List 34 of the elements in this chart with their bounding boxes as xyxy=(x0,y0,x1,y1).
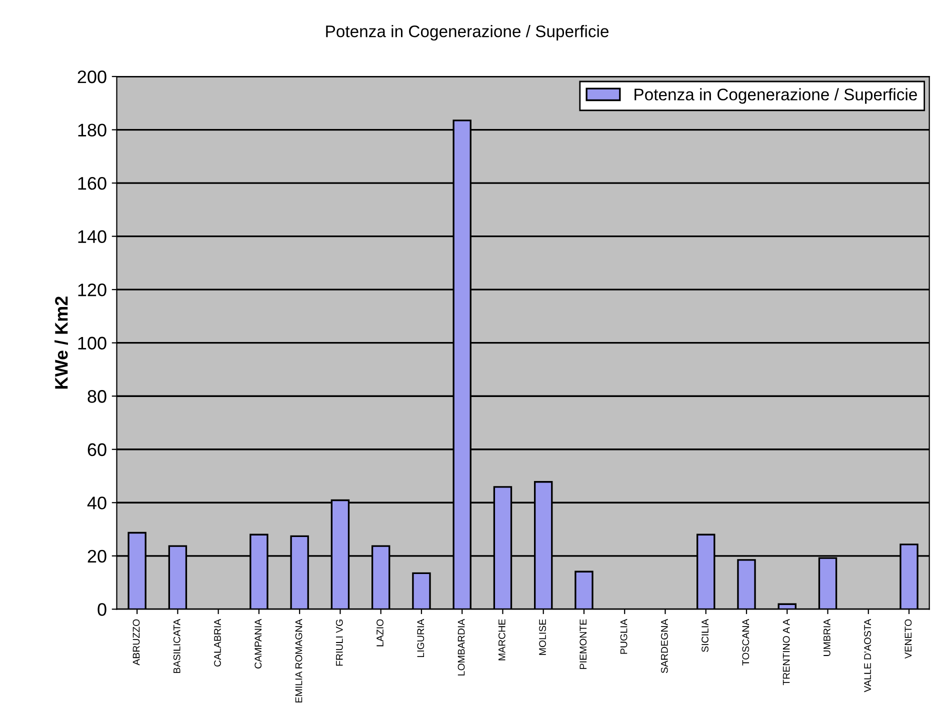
x-tick-label: PUGLIA xyxy=(620,618,628,654)
x-tick-label: CAMPANIA xyxy=(254,618,262,668)
x-tick-label: EMILIA ROMAGNA xyxy=(295,618,302,702)
x-tick-label: FRIULI VG xyxy=(336,620,343,666)
x-tick-label: SICILIA xyxy=(702,618,708,652)
x-tick-label: PIEMONTE xyxy=(580,619,587,669)
y-tick-label: 60 xyxy=(88,443,106,456)
x-tick-label: VENETO xyxy=(904,619,912,659)
x-tick-label: UMBRIA xyxy=(824,618,830,656)
x-tick-label: MOLISE xyxy=(539,619,546,655)
y-tick-label: 140 xyxy=(78,230,106,244)
x-tick-label: VALLE D'AOSTA xyxy=(864,618,871,692)
y-tick-label: 20 xyxy=(88,550,106,563)
y-tick-label: 40 xyxy=(87,496,106,510)
x-tick-label: TRENTINO A A xyxy=(782,618,790,686)
y-tick-label: 160 xyxy=(78,176,106,190)
x-tick-label: LAZIO xyxy=(376,619,384,646)
y-axis-title: KWe / Km2 xyxy=(54,296,68,389)
y-tick-label: 180 xyxy=(78,124,106,136)
x-tick-label: CALABRIA xyxy=(214,618,221,666)
x-tick-label: LOMBARDIA xyxy=(458,618,465,676)
chart-title: Potenza in Cogenerazione / Superficie xyxy=(326,25,608,41)
x-tick-label: TOSCANA xyxy=(742,618,750,666)
legend-label: Potenza in Cogenerazione / Superficie xyxy=(634,88,917,104)
x-tick-label: LIGURIA xyxy=(417,618,424,658)
y-tick-label: 100 xyxy=(78,336,106,350)
y-tick-label: 80 xyxy=(88,390,106,403)
x-tick-label: BASILICATA xyxy=(173,618,180,673)
x-tick-label: ABRUZZO xyxy=(132,619,140,666)
x-tick-label: MARCHE xyxy=(498,619,506,660)
y-tick-label: 200 xyxy=(78,70,106,84)
y-tick-label: 120 xyxy=(78,284,106,296)
y-tick-label: 0 xyxy=(98,603,106,616)
x-tick-label: SARDEGNA xyxy=(660,618,668,674)
